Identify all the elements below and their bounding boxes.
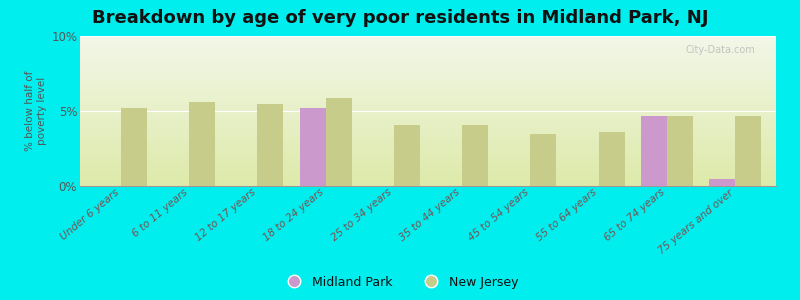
Bar: [300, 108, 326, 186]
Text: City-Data.com: City-Data.com: [686, 45, 755, 55]
Bar: [189, 102, 215, 186]
Bar: [598, 132, 625, 186]
Text: Breakdown by age of very poor residents in Midland Park, NJ: Breakdown by age of very poor residents …: [92, 9, 708, 27]
Bar: [530, 134, 556, 186]
Bar: [462, 124, 488, 186]
Bar: [735, 116, 761, 186]
Bar: [394, 124, 420, 186]
Bar: [641, 116, 667, 186]
Bar: [258, 103, 283, 186]
Bar: [121, 108, 147, 186]
Bar: [326, 98, 351, 186]
Bar: [667, 116, 693, 186]
Bar: [709, 178, 735, 186]
Y-axis label: % below half of
poverty level: % below half of poverty level: [26, 71, 47, 151]
Legend: Midland Park, New Jersey: Midland Park, New Jersey: [276, 271, 524, 294]
